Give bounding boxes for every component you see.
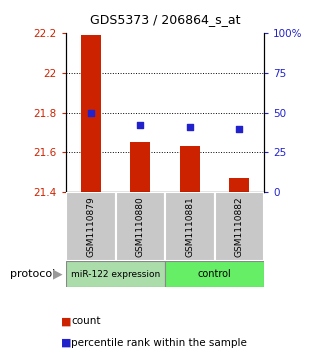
Text: control: control (198, 269, 231, 279)
Bar (214, 192, 264, 261)
Text: percentile rank within the sample: percentile rank within the sample (71, 338, 247, 348)
Text: miR-122 expression: miR-122 expression (71, 270, 160, 278)
Text: GSM1110879: GSM1110879 (86, 196, 95, 257)
Text: ■: ■ (61, 316, 72, 326)
Text: protocol: protocol (10, 269, 55, 279)
Point (88, 110, 93, 115)
Point (138, 122, 143, 128)
Bar (81, 34, 101, 192)
Text: GDS5373 / 206864_s_at: GDS5373 / 206864_s_at (90, 13, 240, 26)
Bar (66, 192, 115, 261)
Text: GSM1110882: GSM1110882 (235, 196, 244, 257)
Bar (115, 192, 165, 261)
Bar (130, 142, 150, 192)
Text: count: count (71, 316, 100, 326)
Point (187, 124, 192, 130)
Text: GSM1110881: GSM1110881 (185, 196, 194, 257)
Text: ▶: ▶ (53, 268, 63, 281)
Bar (229, 178, 249, 192)
Point (237, 126, 242, 131)
Text: GSM1110880: GSM1110880 (136, 196, 145, 257)
Bar (180, 146, 200, 192)
Bar (165, 261, 264, 287)
Bar (66, 261, 165, 287)
Text: ■: ■ (61, 338, 72, 348)
Bar (165, 192, 214, 261)
